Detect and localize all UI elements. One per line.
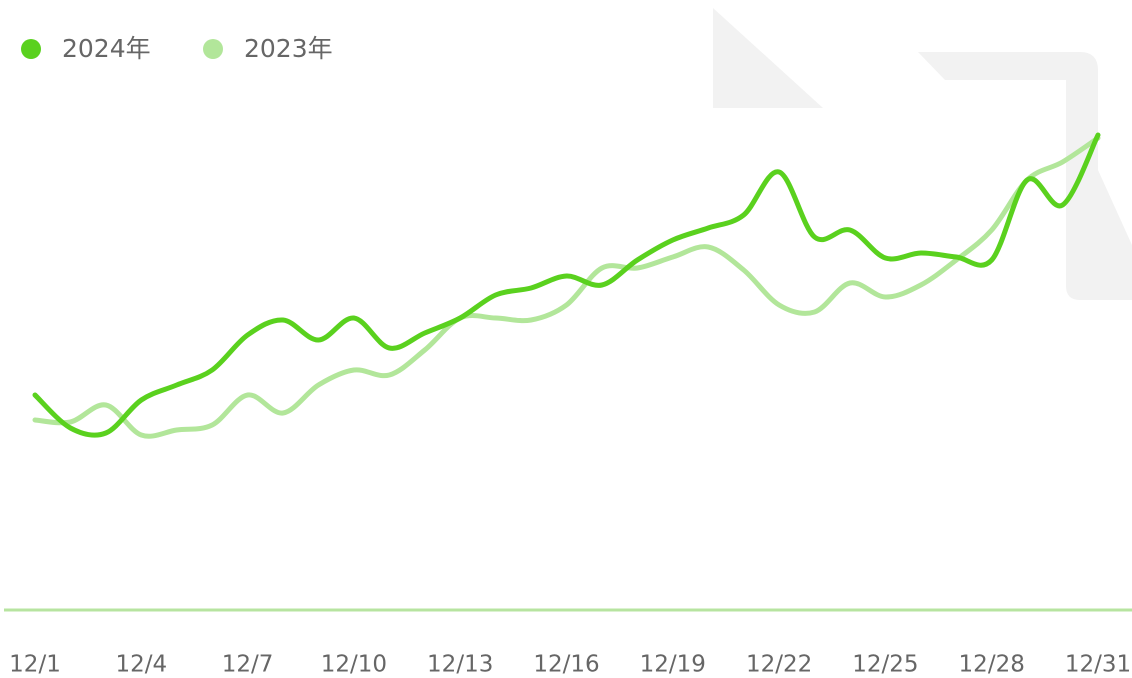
legend-marker <box>203 39 223 59</box>
x-tick-label: 12/19 <box>640 652 706 678</box>
x-tick-label: 12/22 <box>746 652 812 678</box>
legend-label: 2024年 <box>62 34 151 63</box>
x-tick-label: 12/1 <box>9 652 61 678</box>
legend-label: 2023年 <box>244 34 333 63</box>
watermark <box>713 8 1132 300</box>
x-tick-label: 12/4 <box>115 652 167 678</box>
x-tick-label: 12/13 <box>427 652 493 678</box>
x-tick-label: 12/7 <box>222 652 274 678</box>
line-series <box>32 135 1101 439</box>
x-tick-label: 12/31 <box>1065 652 1131 678</box>
x-tick-label: 12/25 <box>852 652 918 678</box>
legend-marker <box>21 39 41 59</box>
line-series <box>32 132 1101 438</box>
x-tick-label: 12/10 <box>321 652 387 678</box>
x-tick-label: 12/16 <box>533 652 599 678</box>
x-tick-label: 12/28 <box>959 652 1025 678</box>
